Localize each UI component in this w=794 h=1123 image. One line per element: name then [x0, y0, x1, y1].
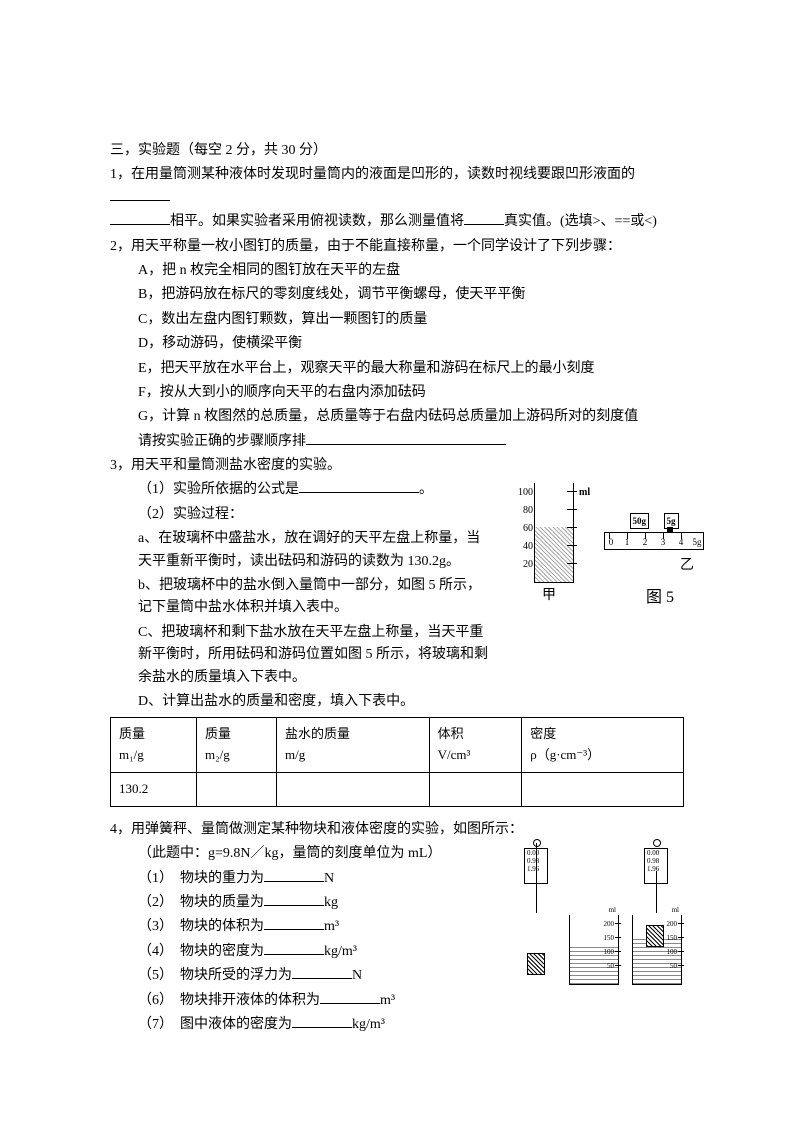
q3-c: C、把玻璃杯和剩下盐水放在天平左盘上称量，当天平重新平衡时，所用砝码和游码位置如… — [110, 622, 684, 689]
q2-c: C，数出左盘内图钉颗数，算出一颗图钉的质量 — [110, 309, 684, 331]
block-left — [527, 953, 545, 975]
blank-fill[interactable] — [320, 1003, 380, 1004]
ruler-0: 0 — [609, 535, 614, 549]
blank-fill[interactable] — [299, 492, 419, 493]
th-mass1: 质量m₁/g — [111, 718, 197, 773]
th-mass2: 质量m₂/g — [197, 718, 277, 773]
q2-d: D，移动游码，使横梁平衡 — [110, 333, 684, 355]
beaker-left: ml 200 150 100 50 — [569, 915, 619, 985]
blank-fill[interactable] — [264, 954, 324, 955]
cell-m2[interactable] — [197, 772, 277, 806]
q4-item-text: （4） 物块的密度为 — [138, 944, 264, 959]
block-right — [646, 925, 664, 947]
q1-text2: 相平。如果实验者采用俯视读数，那么测量值将 — [170, 214, 464, 229]
table-row: 质量m₁/g 质量m₂/g 盐水的质量m/g 体积V/cm³ 密度ρ（g·cm⁻… — [111, 718, 684, 773]
cell-rho[interactable] — [522, 772, 684, 806]
cylinder-water — [535, 527, 573, 582]
spring-marks: 0.00 0.98 1.96 — [645, 849, 667, 873]
ml-label: ml — [672, 905, 679, 916]
q3-intro: 3，用天平和量筒测盐水密度的实验。 — [110, 455, 684, 477]
blank-fill[interactable] — [264, 929, 324, 930]
spring-scale-right: 0.00 0.98 1.96 — [644, 848, 668, 884]
ruler-5g: 5g — [693, 535, 702, 549]
q1-text3: 真实值。(选填>、==或<) — [504, 214, 657, 229]
tick-40: 40 — [511, 539, 533, 555]
ruler-4: 4 — [679, 535, 684, 549]
q4-item-text: （2） 物块的质量为 — [138, 895, 264, 910]
figure-4: 0.00 0.98 1.96 0.00 0.98 1.96 ml 200 150… — [494, 843, 694, 1003]
q4-item-unit: kg/m³ — [352, 1017, 385, 1032]
q2-b: B，把游码放在标尺的零刻度线处，调节平衡螺母，使天平平衡 — [110, 284, 684, 306]
q4-item-unit: m³ — [380, 993, 395, 1008]
cell-m[interactable] — [277, 772, 430, 806]
q4-item-text: （1） 物块的重力为 — [138, 871, 264, 886]
data-table: 质量m₁/g 质量m₂/g 盐水的质量m/g 体积V/cm³ 密度ρ（g·cm⁻… — [110, 717, 684, 806]
blank-fill[interactable] — [110, 200, 170, 201]
q4-item-unit: kg/m³ — [324, 944, 357, 959]
q4-item-unit: N — [324, 871, 334, 886]
q4-item-text: （5） 物块所受的浮力为 — [138, 968, 292, 983]
blank-fill[interactable] — [292, 1027, 352, 1028]
balance-scale: 50g 5g 0 1 2 3 4 5g — [604, 513, 704, 550]
cell-m1[interactable]: 130.2 — [111, 772, 197, 806]
tick-100: 100 — [511, 485, 533, 501]
q3-p1-text: （1）实验所依据的公式是 — [138, 482, 299, 497]
q4-item-unit: kg — [324, 895, 338, 910]
slider-cursor — [667, 527, 673, 533]
cell-v[interactable] — [429, 772, 522, 806]
th-volume: 体积V/cm³ — [429, 718, 522, 773]
blank-fill[interactable] — [464, 224, 504, 225]
th-salt-mass: 盐水的质量m/g — [277, 718, 430, 773]
q3-d: D、计算出盐水的质量和密度，填入下表中。 — [110, 691, 684, 713]
blank-fill[interactable] — [292, 978, 352, 979]
slider-ruler: 0 1 2 3 4 5g — [604, 532, 704, 550]
label-yi: 乙 — [680, 555, 694, 577]
q4-item-7: （7） 图中液体的密度为 kg/m³ — [110, 1014, 684, 1036]
q2-order-text: 请按实验正确的步骤顺序排 — [138, 434, 306, 449]
blank-fill[interactable] — [110, 224, 170, 225]
graduated-cylinder: ml 100 80 60 40 20 — [534, 483, 574, 583]
weights-row: 50g 5g — [604, 513, 704, 530]
q4-item-text: （7） 图中液体的密度为 — [138, 1017, 292, 1032]
q3-wrap: 3，用天平和量筒测盐水密度的实验。 （1）实验所依据的公式是。 （2）实验过程：… — [110, 455, 684, 807]
q2-f: F，按从大到小的顺序向天平的右盘内添加砝码 — [110, 382, 684, 404]
weight-50g: 50g — [630, 513, 650, 529]
q2-g: G，计算 n 枚图然的总质量，总质量等于右盘内砝码总质量加上游码所对的刻度值 — [110, 406, 684, 428]
figure-5-caption: 图 5 — [646, 585, 674, 611]
q1-line2: 相平。如果实验者采用俯视读数，那么测量值将 真实值。(选填>、==或<) — [110, 211, 684, 233]
q4-item-text: （3） 物块的体积为 — [138, 919, 264, 934]
q2-a: A，把 n 枚完全相同的图钉放在天平的左盘 — [110, 260, 684, 282]
ml-label: ml — [579, 485, 590, 501]
q4-intro: 4，用弹簧秤、量筒做测定某种物块和液体密度的实验，如图所示： — [110, 819, 684, 841]
th-density: 密度ρ（g·cm⁻³） — [522, 718, 684, 773]
label-jia: 甲 — [542, 585, 556, 607]
q2-e: E，把天平放在水平台上，观察天平的最大称量和游码在标尺上的最小刻度 — [110, 358, 684, 380]
q1-text1: 1，在用量筒测某种液体时发现时量筒内的液面是凹形的，读数时视线要跟凹形液面的 — [110, 167, 635, 182]
blank-fill[interactable] — [264, 905, 324, 906]
q4-item-unit: m³ — [324, 919, 339, 934]
q2-order: 请按实验正确的步骤顺序排 — [110, 431, 684, 453]
section-title: 三，实验题（每空 2 分，共 30 分） — [110, 140, 684, 162]
tick-80: 80 — [511, 503, 533, 519]
q4-item-text: （6） 物块排开液体的体积为 — [138, 993, 320, 1008]
table-row: 130.2 — [111, 772, 684, 806]
ruler-1: 1 — [625, 535, 630, 549]
q2-intro: 2，用天平称量一枚小图钉的质量，由于不能直接称量，一个同学设计了下列步骤： — [110, 236, 684, 258]
q1-line1: 1，在用量筒测某种液体时发现时量筒内的液面是凹形的，读数时视线要跟凹形液面的 — [110, 164, 684, 209]
tick-60: 60 — [511, 521, 533, 537]
blank-fill[interactable] — [264, 881, 324, 882]
q4-wrap: 4，用弹簧秤、量筒做测定某种物块和液体密度的实验，如图所示： （此题中：g=9.… — [110, 819, 684, 1037]
ruler-3: 3 — [661, 535, 666, 549]
q4-item-unit: N — [352, 968, 362, 983]
spring-scale-left: 0.00 0.98 1.96 — [524, 848, 548, 884]
blank-fill[interactable] — [306, 444, 506, 445]
figure-5: ml 100 80 60 40 20 50g 5g 0 1 2 3 4 5g 甲… — [524, 483, 704, 613]
ruler-2: 2 — [643, 535, 648, 549]
tick-20: 20 — [511, 557, 533, 573]
ml-label: ml — [609, 905, 616, 916]
